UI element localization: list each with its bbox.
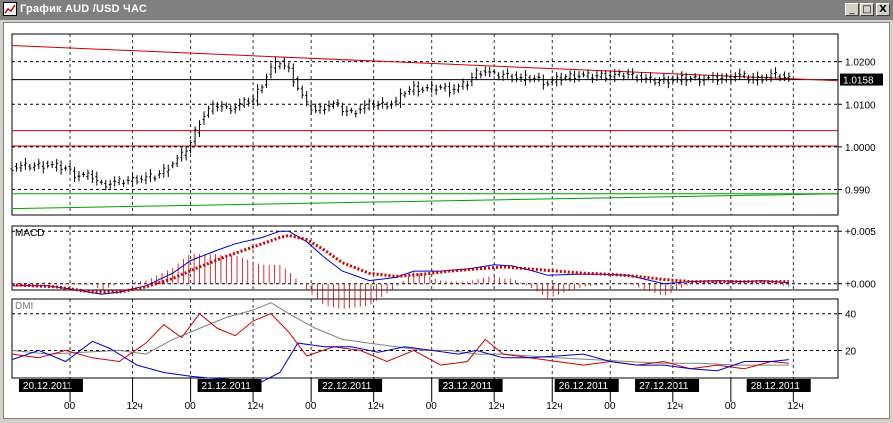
hour-label: 12ч: [247, 401, 263, 412]
date-label: 23.12.2011: [443, 381, 493, 392]
minus-di-line: [11, 312, 789, 370]
y-tick-label: 1.0100: [845, 100, 876, 111]
date-label: 22.12.2011: [322, 381, 372, 392]
adx-line: [11, 302, 789, 366]
date-label: 20.12.2011: [23, 381, 73, 392]
hour-label: 00: [604, 401, 616, 412]
hour-label: 12ч: [127, 401, 143, 412]
last-price-marker: [840, 73, 883, 86]
chart-area[interactable]: 1.0200 1.0100 1.0000 0.990 +0.005 +0.000 40 20 1…: [3, 22, 890, 419]
hour-label: 12ч: [368, 401, 384, 412]
date-label-box: [318, 379, 383, 392]
chart-canvas[interactable]: 1.0200 1.0100 1.0000 0.990 +0.005 +0.000 40 20 1…: [4, 23, 889, 418]
macd-signal-line: [11, 233, 789, 294]
resistance-trendline: [11, 45, 839, 82]
maximize-button[interactable]: □: [860, 3, 874, 16]
date-label-box: [18, 379, 83, 392]
date-label-box: [635, 379, 700, 392]
date-label-box: [554, 379, 619, 392]
y-tick-label: +0.000: [845, 280, 876, 291]
title-bar[interactable]: График AUD /USD ЧАС _ □ X: [0, 0, 893, 20]
date-label-box: [438, 379, 503, 392]
minimize-button[interactable]: _: [845, 3, 859, 16]
hour-label: 12ч: [667, 401, 683, 412]
date-label: 27.12.2011: [639, 381, 689, 392]
dmi-title: DMI: [15, 301, 33, 312]
last-price-label: 1.0158: [843, 76, 874, 87]
chart-icon: [3, 2, 17, 16]
macd-main-line: [12, 230, 789, 295]
hour-label: 12ч: [546, 401, 562, 412]
hour-label: 00: [185, 401, 197, 412]
window-title: График AUD /USD ЧАС: [20, 3, 147, 15]
y-tick-label: 20: [845, 346, 857, 357]
support-trendline: [11, 193, 839, 210]
y-tick-label: +0.005: [845, 227, 876, 238]
date-label-box: [197, 379, 262, 392]
hour-label: 00: [725, 401, 737, 412]
y-tick-label: 1.0000: [845, 143, 876, 154]
macd-title: MACD: [15, 228, 44, 239]
hour-label: 00: [64, 401, 76, 412]
y-tick-label: 40: [845, 310, 857, 321]
macd-pane-frame: [11, 225, 839, 291]
date-label: 28.12.2011: [751, 381, 801, 392]
hour-label: 12ч: [488, 401, 504, 412]
hour-label: 12ч: [787, 401, 803, 412]
hour-label: 00: [305, 401, 317, 412]
y-tick-label: 1.0200: [845, 58, 876, 69]
close-button[interactable]: X: [876, 3, 890, 16]
date-label-box: [746, 379, 811, 392]
price-pane-frame: [11, 33, 839, 216]
date-label: 26.12.2011: [559, 381, 609, 392]
date-label: 21.12.2011: [202, 381, 252, 392]
plus-di-line: [11, 340, 789, 383]
y-tick-label: 0.990: [845, 185, 870, 196]
dmi-pane-frame: [11, 298, 839, 379]
hour-label: 00: [426, 401, 438, 412]
